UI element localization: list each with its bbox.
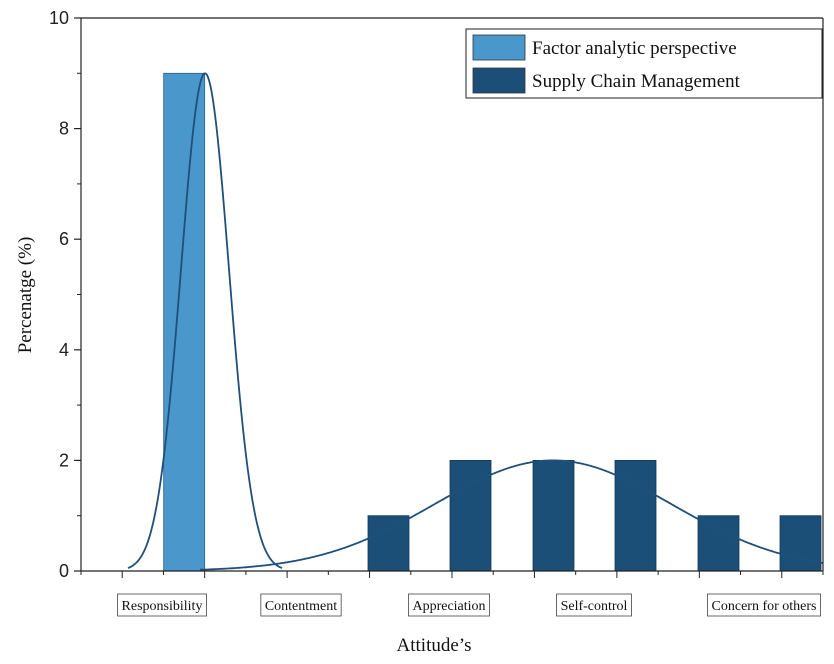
y-tick-label: 6 — [59, 229, 69, 249]
fit-curve-scm — [200, 459, 824, 571]
x-category-text: Contentment — [265, 599, 337, 614]
y-tick-label: 2 — [59, 450, 69, 470]
x-category-text: Responsibility — [122, 599, 203, 614]
bar-scm-1 — [449, 459, 492, 572]
plot-area — [127, 72, 824, 572]
legend-swatch-scm — [472, 67, 526, 94]
bar-scm-3 — [614, 459, 657, 572]
x-category-label: Contentment — [260, 593, 342, 617]
legend-swatch-factor — [472, 34, 526, 61]
x-category-label: Appreciation — [408, 593, 490, 617]
y-tick-label: 0 — [59, 561, 69, 581]
x-category-text: Concern for others — [712, 599, 817, 614]
x-category-box — [260, 593, 342, 617]
y-tick-label: 10 — [49, 8, 69, 28]
x-category-box — [408, 593, 490, 617]
x-category-text: Self-control — [561, 599, 628, 614]
bar-factor-responsibility — [163, 72, 206, 572]
legend: Factor analytic perspective Supply Chain… — [465, 28, 823, 99]
x-category-label: Concern for others — [707, 593, 821, 617]
x-category-box — [707, 593, 821, 617]
y-tick-label: 8 — [59, 119, 69, 139]
axes: 0 2 4 6 8 10 — [49, 8, 824, 581]
x-category-label: Responsibility — [117, 593, 207, 617]
x-category-label: Self-control — [556, 593, 632, 617]
x-category-box — [556, 593, 632, 617]
legend-label-factor: Factor analytic perspective — [532, 38, 737, 59]
x-axis-title: Attitude’s — [397, 635, 472, 656]
fit-curve-factor — [127, 72, 283, 569]
legend-label-scm: Supply Chain Management — [532, 71, 741, 92]
y-tick-label: 4 — [59, 340, 69, 360]
bar-scm-0 — [367, 515, 410, 572]
bar-scm-4 — [697, 515, 740, 572]
bar-scm-5 — [779, 515, 822, 572]
bar-scm-2 — [532, 459, 575, 572]
x-category-text: Appreciation — [412, 599, 485, 614]
y-axis-title: Percenatge (%) — [15, 237, 36, 354]
x-category-box — [117, 593, 207, 617]
labels: Attitude’s Percenatge (%) Responsibility… — [15, 237, 821, 656]
